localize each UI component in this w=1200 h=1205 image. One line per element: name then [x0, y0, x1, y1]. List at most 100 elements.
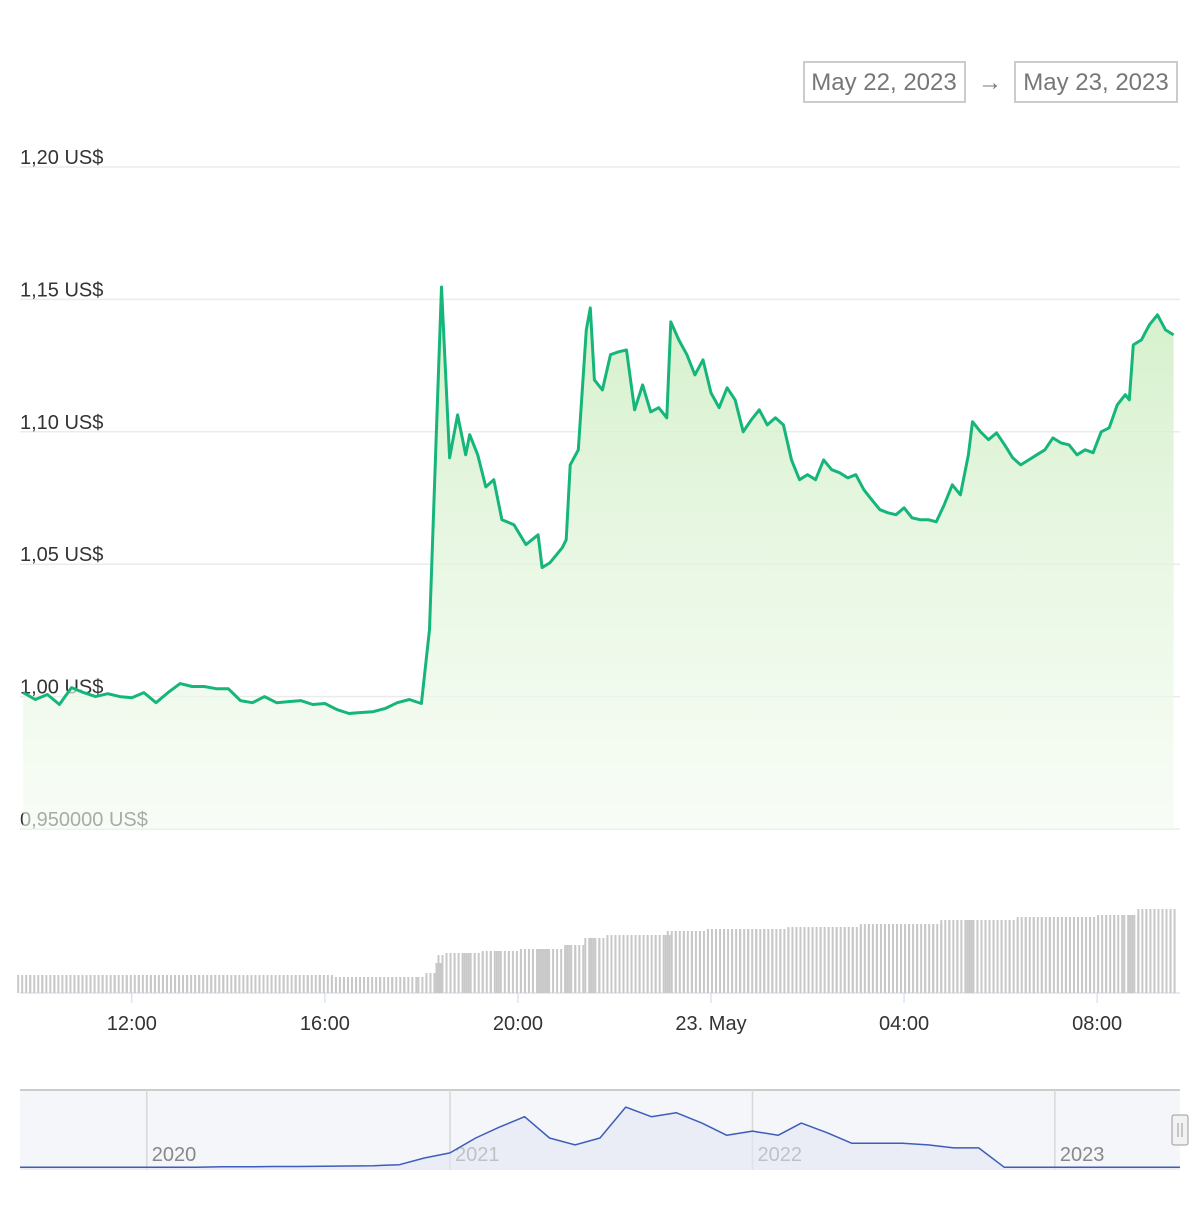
y-tick-label: 1,20 US$	[20, 147, 103, 169]
volume-bar	[367, 977, 370, 993]
volume-bar	[1048, 917, 1051, 993]
volume-bar	[1064, 917, 1067, 993]
x-tick-label: 08:00	[1072, 1013, 1122, 1035]
y-tick-label: 1,10 US$	[20, 412, 103, 434]
volume-bar	[896, 924, 899, 993]
volume-bar	[666, 931, 669, 993]
volume-bar	[548, 949, 551, 993]
volume-bar	[827, 927, 830, 993]
volume-bar	[1024, 917, 1027, 993]
range-from[interactable]: May 22, 2023	[803, 61, 966, 103]
volume-bar	[582, 945, 585, 993]
volume-bar	[536, 949, 539, 993]
volume-bar	[1085, 917, 1088, 993]
volume-bar	[298, 975, 301, 993]
volume-bar	[178, 975, 181, 993]
volume-bar	[715, 929, 718, 993]
volume-bar	[342, 977, 345, 993]
volume-bar	[294, 975, 297, 993]
volume-bar	[145, 975, 148, 993]
volume-bar	[606, 935, 609, 993]
volume-bar	[594, 938, 597, 993]
volume-bar	[574, 945, 577, 993]
volume-bar	[157, 975, 160, 993]
volume-bar	[29, 975, 32, 993]
volume-bar	[564, 945, 567, 993]
volume-bar	[570, 945, 573, 993]
volume-bar	[664, 935, 667, 993]
volume-bar	[723, 929, 726, 993]
volume-bar	[952, 920, 955, 993]
range-to-box[interactable]	[1014, 61, 1178, 103]
volume-bar	[286, 975, 289, 993]
volume-bar	[698, 931, 701, 993]
volume-bar	[89, 975, 92, 993]
range-to[interactable]: May 23, 2023	[1014, 61, 1178, 103]
volume-bar	[1137, 909, 1140, 993]
volume-bar	[73, 975, 76, 993]
volume-bar	[743, 929, 746, 993]
volume-bar	[751, 929, 754, 993]
volume-bar	[654, 935, 657, 993]
range-from-box[interactable]	[803, 61, 966, 103]
volume-bar	[258, 975, 261, 993]
volume-bar	[202, 975, 205, 993]
volume-bar	[445, 953, 448, 993]
volume-bar	[214, 975, 217, 993]
volume-bar	[988, 920, 991, 993]
range-from-text[interactable]: May 22, 2023	[811, 69, 956, 96]
volume-bar	[465, 953, 468, 993]
volume-bar	[916, 924, 919, 993]
volume-bar	[133, 975, 136, 993]
volume-bar	[775, 929, 778, 993]
volume-bar	[542, 949, 545, 993]
volume-bar	[141, 975, 144, 993]
volume-bar	[262, 975, 265, 993]
volume-bar	[735, 929, 738, 993]
volume-bar	[519, 949, 522, 993]
volume-bar	[670, 931, 673, 993]
volume-bar	[538, 949, 541, 993]
y-tick-label: 1,15 US$	[20, 279, 103, 301]
volume-bar	[489, 951, 492, 993]
volume-bar	[795, 927, 798, 993]
volume-bar	[290, 975, 293, 993]
volume-bar	[469, 953, 472, 993]
navigator-handle[interactable]	[1171, 1114, 1189, 1146]
volume-bar	[41, 975, 44, 993]
volume-bar	[678, 931, 681, 993]
x-tick-label: 04:00	[879, 1013, 929, 1035]
volume-bar	[811, 927, 814, 993]
volume-bar	[588, 938, 591, 993]
volume-bar	[399, 977, 402, 993]
volume-bar	[1073, 917, 1076, 993]
volume-bar	[363, 977, 366, 993]
navigator-tick-label: 2020	[152, 1144, 197, 1166]
volume-bar	[1004, 920, 1007, 993]
volume-bar	[948, 920, 951, 993]
range-to-text[interactable]: May 23, 2023	[1023, 69, 1168, 96]
volume-bar	[1157, 909, 1160, 993]
volume-bar	[731, 929, 734, 993]
volume-bar	[1081, 917, 1084, 993]
volume-bar	[1129, 915, 1132, 993]
volume-bar	[218, 975, 221, 993]
range-separator: →	[978, 69, 1002, 96]
volume-bar	[230, 975, 233, 993]
volume-bar	[1032, 917, 1035, 993]
volume-bar	[823, 927, 826, 993]
volume-bar	[1133, 915, 1136, 993]
volume-bar	[121, 975, 124, 993]
volume-bar	[322, 975, 325, 993]
volume-bar	[940, 920, 943, 993]
volume-bar	[527, 949, 530, 993]
volume-bar	[21, 975, 24, 993]
volume-bar	[908, 924, 911, 993]
volume-bar	[81, 975, 84, 993]
volume-bar	[566, 945, 569, 993]
volume-bar	[1131, 915, 1134, 993]
volume-bar	[855, 927, 858, 993]
volume-bar	[463, 953, 466, 993]
volume-bar	[867, 924, 870, 993]
volume-bar	[383, 977, 386, 993]
